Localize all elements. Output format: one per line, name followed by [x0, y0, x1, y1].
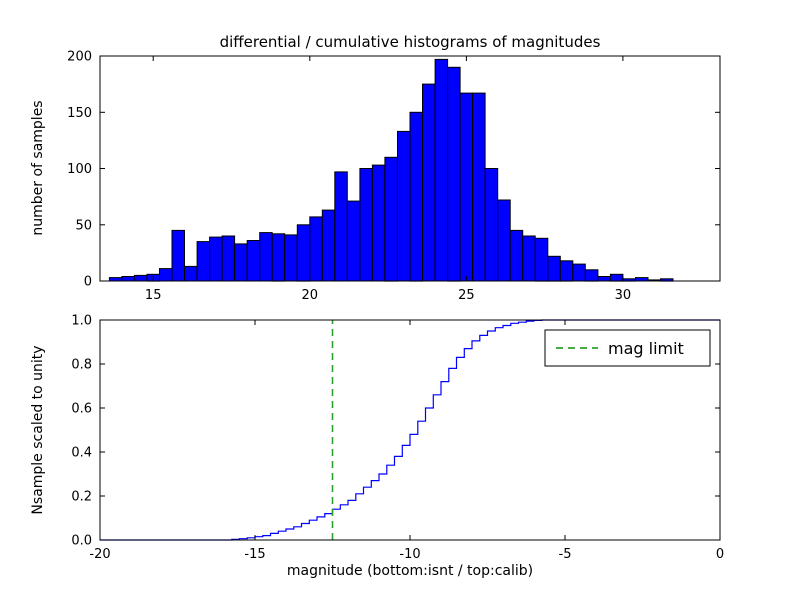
histogram-bar: [234, 243, 248, 282]
x-tick-label: -10: [399, 547, 420, 562]
y-tick-label: 1.0: [71, 314, 92, 329]
histogram-bar: [547, 255, 561, 282]
x-tick-label: 0: [716, 547, 724, 562]
histogram-bar: [534, 237, 549, 282]
histogram-bar: [221, 235, 236, 282]
y-tick-label: 0.4: [71, 446, 92, 461]
histogram-bar: [334, 171, 348, 282]
bottom-y-axis-label: Nsample scaled to unity: [30, 345, 46, 515]
histogram-bar: [434, 58, 449, 282]
histogram-bar: [271, 233, 286, 282]
histogram-bar: [384, 156, 398, 282]
cumulative-step-line: [100, 319, 720, 541]
histogram-bar: [246, 240, 261, 282]
x-tick-label: 20: [302, 288, 319, 303]
histogram-bar: [497, 199, 511, 282]
y-tick-label: 0.6: [71, 402, 92, 417]
y-tick-label: 200: [67, 50, 92, 65]
histogram-bar: [171, 229, 185, 282]
histogram-bar: [259, 232, 273, 282]
histogram-bar: [321, 209, 336, 282]
x-tick-label: -20: [89, 547, 110, 562]
x-tick-label: 25: [458, 288, 475, 303]
histogram-bar: [371, 164, 386, 282]
histogram-bar: [447, 66, 461, 282]
figure-title: differential / cumulative histograms of …: [219, 33, 601, 51]
histogram-bar: [509, 229, 524, 282]
x-tick-label: 30: [615, 288, 632, 303]
histogram-bar: [296, 224, 311, 282]
top-y-axis-label: number of samples: [30, 100, 46, 236]
histogram-bar: [584, 269, 599, 282]
y-tick-label: 0: [84, 275, 92, 290]
histogram-bar: [159, 268, 173, 282]
histogram-bar: [184, 265, 198, 282]
histogram-bar: [284, 234, 298, 282]
histogram-bar: [409, 111, 423, 282]
histogram-bar: [559, 260, 574, 282]
histogram-bar: [359, 168, 373, 282]
y-tick-label: 0.2: [71, 490, 92, 505]
histogram-bar: [472, 92, 486, 282]
isnt-cumulative-axes: -20 -15 -10 -5 0 0.0 0.2 0.4 0.6 0.8 1.0 mag limit: [71, 314, 724, 563]
histogram-bar: [209, 236, 223, 282]
histogram-bar: [572, 263, 586, 282]
histogram-bar: [422, 83, 436, 282]
x-tick-label: -5: [559, 547, 572, 562]
histogram-bar: [397, 130, 411, 282]
calib-histogram-axes: 15 20 25 30 0 50 100 150 200: [67, 50, 721, 303]
x-tick-label: 15: [145, 288, 162, 303]
y-tick-label: 150: [67, 106, 92, 121]
y-tick-label: 100: [67, 162, 92, 177]
bottom-x-axis-label: magnitude (bottom:isnt / top:calib): [286, 563, 534, 579]
legend-label: mag limit: [608, 339, 684, 358]
histogram-bar: [121, 276, 135, 282]
y-tick-label: 0.0: [71, 534, 92, 549]
y-tick-label: 50: [75, 218, 92, 233]
histogram-bar: [635, 277, 649, 282]
histogram-bar: [609, 273, 624, 282]
histogram-bar: [309, 216, 323, 282]
histogram-bar: [346, 200, 361, 282]
x-tick-label: -15: [244, 547, 265, 562]
histogram-bar: [522, 235, 536, 282]
histogram-bar: [133, 274, 148, 282]
y-tick-label: 0.8: [71, 358, 92, 373]
histogram-bar: [597, 276, 611, 282]
histogram-bar: [196, 241, 211, 282]
histogram-bar: [459, 92, 474, 282]
legend: mag limit: [544, 329, 711, 367]
histogram-bar: [108, 277, 123, 282]
histogram-bar: [484, 168, 499, 282]
